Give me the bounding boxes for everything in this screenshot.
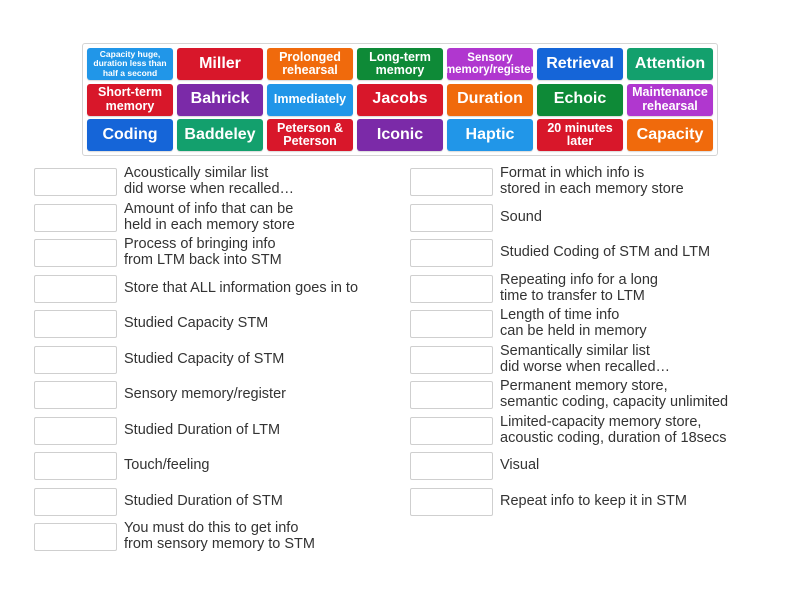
answer-tile[interactable]: Duration	[447, 83, 533, 116]
match-prompt: Store that ALL information goes in to	[124, 279, 359, 296]
match-row: Amount of info that can be held in each …	[34, 200, 394, 233]
drop-slot[interactable]	[34, 239, 117, 267]
drop-slot[interactable]	[410, 416, 493, 445]
match-prompt: Touch/feeling	[124, 457, 210, 473]
drop-slot[interactable]	[34, 203, 117, 232]
drop-slot[interactable]	[34, 523, 117, 551]
answer-tile[interactable]: Jacobs	[357, 83, 443, 116]
answer-tile[interactable]: Maintenance rehearsal	[627, 83, 713, 116]
match-row: Process of bringing info from LTM back i…	[34, 236, 394, 268]
match-prompt: Repeat info to keep it in STM	[500, 492, 687, 509]
match-row: Touch/feeling	[34, 450, 394, 480]
answer-tile[interactable]: Iconic	[357, 119, 443, 151]
answer-tile[interactable]: Capacity	[627, 119, 713, 151]
answer-tile[interactable]: Bahrick	[177, 83, 263, 116]
answer-tile[interactable]: Capacity huge, duration less than half a…	[87, 48, 173, 80]
match-prompt: Limited-capacity memory store, acoustic …	[500, 413, 727, 446]
match-prompt: Studied Capacity of STM	[124, 350, 285, 367]
match-prompt: Repeating info for a long time to transf…	[500, 271, 658, 304]
answer-tile[interactable]: Haptic	[447, 119, 533, 151]
match-row: Studied Duration of STM	[34, 486, 394, 516]
match-prompt: Semantically similar list did worse when…	[500, 342, 671, 375]
drop-slot[interactable]	[410, 452, 493, 480]
drop-slot[interactable]	[410, 487, 493, 516]
match-prompt: Permanent memory store, semantic coding,…	[500, 378, 729, 410]
match-row: Sound	[410, 202, 770, 232]
drop-slot[interactable]	[34, 168, 117, 196]
match-row: Repeat info to keep it in STM	[410, 486, 770, 516]
match-prompt: Studied Duration of LTM	[124, 421, 281, 438]
match-row: Repeating info for a long time to transf…	[410, 271, 770, 304]
match-row: Semantically similar list did worse when…	[410, 342, 770, 375]
match-prompt: Process of bringing info from LTM back i…	[124, 236, 282, 268]
match-prompt: Studied Duration of STM	[124, 492, 283, 509]
answer-tile[interactable]: Retrieval	[537, 48, 623, 80]
match-prompt: Visual	[500, 457, 540, 473]
match-prompt: Format in which info is stored in each m…	[500, 165, 684, 197]
drop-slot[interactable]	[34, 452, 117, 480]
match-row: Studied Coding of STM and LTM	[410, 237, 770, 267]
match-row: Studied Capacity of STM	[34, 344, 394, 374]
match-prompt: Sound	[500, 208, 542, 225]
drop-slot[interactable]	[34, 274, 117, 303]
match-row: Format in which info is stored in each m…	[410, 165, 770, 197]
answer-tile[interactable]: Attention	[627, 48, 713, 80]
drop-slot[interactable]	[34, 416, 117, 445]
match-prompt: Acoustically similar list did worse when…	[124, 165, 295, 197]
answer-tile-bank: Capacity huge, duration less than half a…	[82, 43, 718, 156]
match-row: Visual	[410, 450, 770, 480]
match-row: Sensory memory/register	[34, 379, 394, 409]
drop-slot[interactable]	[410, 239, 493, 267]
match-prompt: Amount of info that can be held in each …	[124, 200, 295, 233]
match-row: Studied Capacity STM	[34, 308, 394, 338]
drop-slot[interactable]	[34, 381, 117, 409]
answer-tile[interactable]: Echoic	[537, 83, 623, 116]
match-row: Permanent memory store, semantic coding,…	[410, 378, 770, 410]
match-row: Studied Duration of LTM	[34, 415, 394, 445]
drop-slot[interactable]	[410, 381, 493, 409]
answer-tile[interactable]: Sensory memory/register	[445, 48, 535, 80]
match-row: Length of time info can be held in memor…	[410, 307, 770, 339]
match-row: Store that ALL information goes in to	[34, 273, 394, 303]
answer-tile[interactable]: Coding	[87, 119, 173, 151]
match-prompt: Length of time info can be held in memor…	[500, 307, 647, 339]
drop-slot[interactable]	[410, 168, 493, 196]
answer-tile[interactable]: Immediately	[267, 83, 353, 116]
drop-slot[interactable]	[34, 487, 117, 516]
answer-tile[interactable]: 20 minutes later	[537, 119, 623, 151]
match-row: Acoustically similar list did worse when…	[34, 165, 394, 197]
answer-tile[interactable]: Prolonged rehearsal	[267, 48, 353, 80]
answer-tile[interactable]: Miller	[177, 48, 263, 80]
answer-tile[interactable]: Long-term memory	[357, 48, 443, 80]
answer-tile[interactable]: Peterson & Peterson	[267, 119, 353, 151]
drop-slot[interactable]	[410, 203, 493, 232]
drop-slot[interactable]	[34, 345, 117, 374]
match-prompt: Sensory memory/register	[124, 386, 286, 402]
match-prompt: Studied Coding of STM and LTM	[500, 244, 711, 260]
match-row: Limited-capacity memory store, acoustic …	[410, 413, 770, 446]
match-prompt: Studied Capacity STM	[124, 315, 269, 331]
drop-slot[interactable]	[34, 310, 117, 338]
answer-tile[interactable]: Baddeley	[177, 119, 263, 151]
drop-slot[interactable]	[410, 274, 493, 303]
match-row: You must do this to get info from sensor…	[34, 520, 394, 552]
match-prompt: You must do this to get info from sensor…	[124, 520, 315, 552]
drop-slot[interactable]	[410, 345, 493, 374]
drop-slot[interactable]	[410, 310, 493, 338]
answer-tile[interactable]: Short-term memory	[87, 83, 173, 116]
